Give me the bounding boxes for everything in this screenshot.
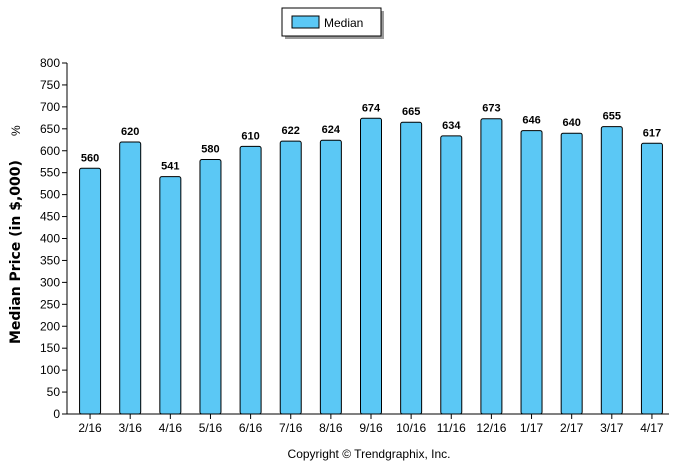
bar: [440, 135, 463, 415]
data-label: 622: [282, 125, 300, 137]
y-tick-label: 250: [40, 297, 60, 311]
y-tick-label: 750: [40, 78, 60, 92]
y-tick-label: 500: [40, 188, 60, 202]
x-tick-label: 8/16: [319, 421, 343, 435]
y-tick-label: 150: [40, 341, 60, 355]
y-tick-label: 450: [40, 210, 60, 224]
x-axis: 2/16 3/16 4/16 5/16 6/16 7/16 8/16 9/16 10/16 11/…: [78, 414, 664, 435]
data-label: 665: [402, 106, 420, 118]
data-label: 580: [201, 144, 219, 156]
data-label: 624: [322, 124, 341, 136]
data-label: 560: [81, 152, 99, 164]
x-tick-label: 1/17: [520, 421, 544, 435]
x-tick-label: 3/17: [600, 421, 624, 435]
y-tick-label: 350: [40, 253, 60, 267]
y-axis-title: Median Price (in $,000) %: [8, 125, 24, 344]
y-tick-label: 650: [40, 122, 60, 136]
y-tick-label: 600: [40, 144, 60, 158]
y-tick-label: 400: [40, 232, 60, 246]
bar: [279, 140, 302, 415]
bars: [79, 117, 663, 415]
x-tick-label: 4/17: [640, 421, 664, 435]
x-tick-label: 2/17: [560, 421, 584, 435]
bar: [560, 132, 583, 415]
bar: [319, 139, 342, 415]
data-label: 541: [161, 161, 179, 173]
x-tick-label: 5/16: [199, 421, 223, 435]
x-tick-label: 4/16: [159, 421, 183, 435]
y-tick-label: 100: [40, 363, 60, 377]
y-axis-label: Median Price (in $,000): [8, 160, 24, 344]
x-tick-label: 12/16: [476, 421, 506, 435]
data-label: 674: [362, 102, 381, 114]
bar: [239, 145, 262, 415]
x-tick-label: 10/16: [396, 421, 426, 435]
bar: [640, 142, 663, 415]
bar: [79, 167, 102, 415]
bar: [400, 121, 423, 415]
data-label: 610: [241, 130, 259, 142]
bar: [480, 118, 503, 415]
bar: [159, 176, 182, 415]
data-label: 640: [562, 117, 580, 129]
bar: [360, 117, 382, 415]
y-axis-label-suffix: %: [9, 125, 23, 136]
legend-label: Median: [324, 16, 363, 30]
y-tick-label: 50: [47, 385, 61, 399]
data-labels: 560 620 541 580 610 622 624 674 665 634 673 646 640 6…: [81, 102, 661, 172]
data-label: 634: [442, 120, 461, 132]
bar: [119, 141, 142, 415]
legend: Median: [281, 7, 384, 39]
x-tick-label: 11/16: [437, 421, 466, 435]
data-label: 655: [603, 111, 621, 123]
x-tick-label: 6/16: [239, 421, 263, 435]
bar: [600, 126, 623, 415]
copyright-text: Copyright © Trendgraphix, Inc.: [288, 447, 451, 461]
bar: [520, 130, 543, 415]
x-tick-label: 3/16: [119, 421, 143, 435]
y-tick-label: 700: [40, 100, 60, 114]
y-tick-label: 0: [53, 407, 60, 421]
y-axis: 0 50 100 150 200 250 300 350 400 450 500 550 600 650 7…: [40, 56, 67, 421]
y-tick-label: 200: [40, 319, 60, 333]
x-tick-label: 7/16: [279, 421, 303, 435]
x-tick-label: 9/16: [359, 421, 383, 435]
y-tick-label: 800: [40, 56, 60, 70]
data-label: 673: [482, 103, 500, 115]
data-label: 646: [522, 115, 540, 127]
y-tick-label: 300: [40, 275, 60, 289]
legend-swatch: [291, 15, 320, 29]
data-label: 620: [121, 126, 139, 138]
x-tick-label: 2/16: [78, 421, 102, 435]
data-label: 617: [643, 127, 661, 139]
bar: [199, 159, 222, 415]
y-tick-label: 550: [40, 166, 60, 180]
